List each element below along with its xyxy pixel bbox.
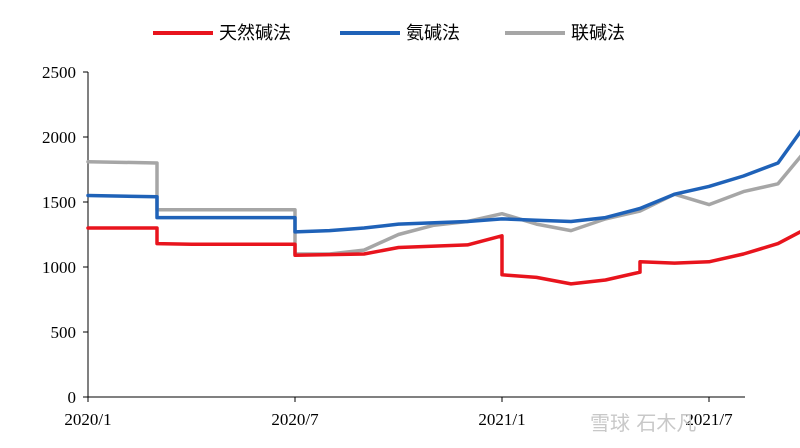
y-tick-label: 1000: [42, 258, 76, 277]
series-layer: [86, 129, 800, 286]
legend: 天然碱法 氨碱法 联碱法: [153, 23, 625, 44]
y-tick-label: 2000: [42, 128, 76, 147]
x-tick-label: 2021/7: [685, 410, 733, 429]
x-tick-label: 2021/1: [478, 410, 525, 429]
y-axis: 0 500 1000 1500 2000 2500: [42, 63, 89, 407]
watermark-text: 雪球 石木凡: [590, 411, 696, 435]
series-line-3: [86, 154, 800, 256]
legend-label: 联碱法: [571, 23, 625, 44]
x-axis: 2020/12020/72021/12021/72022/12022/72023…: [64, 396, 745, 429]
y-tick-label: 1500: [42, 193, 76, 212]
y-tick-label: 2500: [42, 63, 76, 82]
y-tick-label: 500: [51, 323, 77, 342]
legend-label: 天然碱法: [219, 23, 291, 44]
x-tick-label: 2020/7: [271, 410, 319, 429]
x-tick-label: 2020/1: [64, 410, 111, 429]
legend-label: 氨碱法: [406, 23, 460, 44]
y-tick-label: 0: [68, 388, 77, 407]
series-line-2: [86, 129, 800, 234]
series-line-1: [86, 226, 800, 286]
